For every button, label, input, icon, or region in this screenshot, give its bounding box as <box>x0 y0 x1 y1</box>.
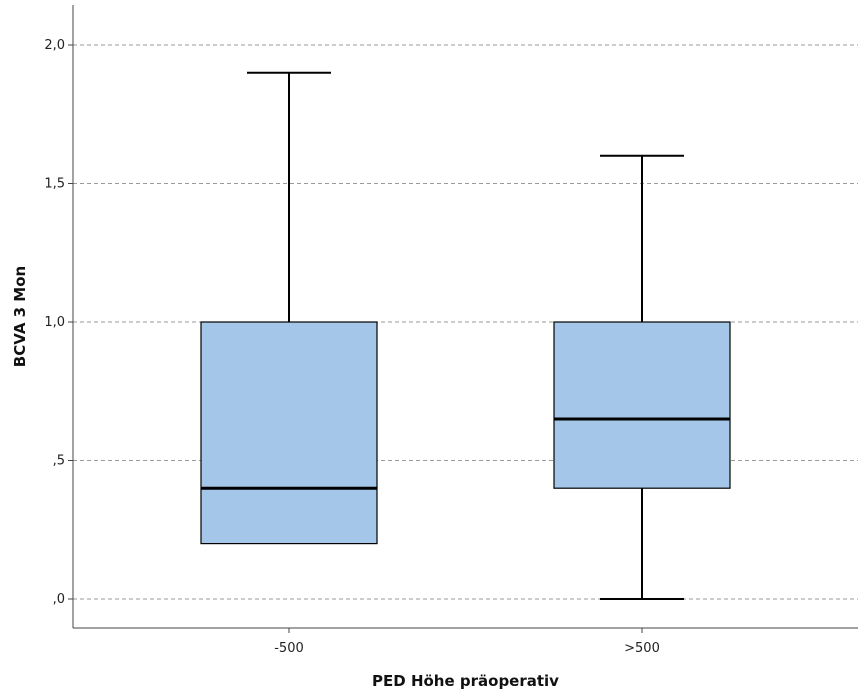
box-1 <box>200 71 378 545</box>
y-tick-label: ,5 <box>53 454 65 469</box>
y-tick-labels: ,0 ,5 1,0 1,5 2,0 <box>44 38 73 607</box>
x-tick-labels: -500 >500 <box>274 628 660 656</box>
iqr-box <box>553 321 731 489</box>
grid-lines <box>73 44 858 600</box>
x-tick-label: -500 <box>274 641 304 656</box>
x-tick-label: >500 <box>624 641 660 656</box>
y-tick-label: 1,5 <box>44 177 65 192</box>
y-axis-title: BCVA 3 Mon <box>11 266 29 367</box>
boxes <box>200 71 731 600</box>
y-tick-label: 2,0 <box>44 38 65 53</box>
y-tick-label: ,0 <box>53 592 65 607</box>
x-axis-title: PED Höhe präoperativ <box>372 672 559 690</box>
iqr-box <box>200 321 378 545</box>
y-tick-label: 1,0 <box>44 315 65 330</box>
axes <box>72 5 858 629</box>
box-2 <box>553 154 731 600</box>
